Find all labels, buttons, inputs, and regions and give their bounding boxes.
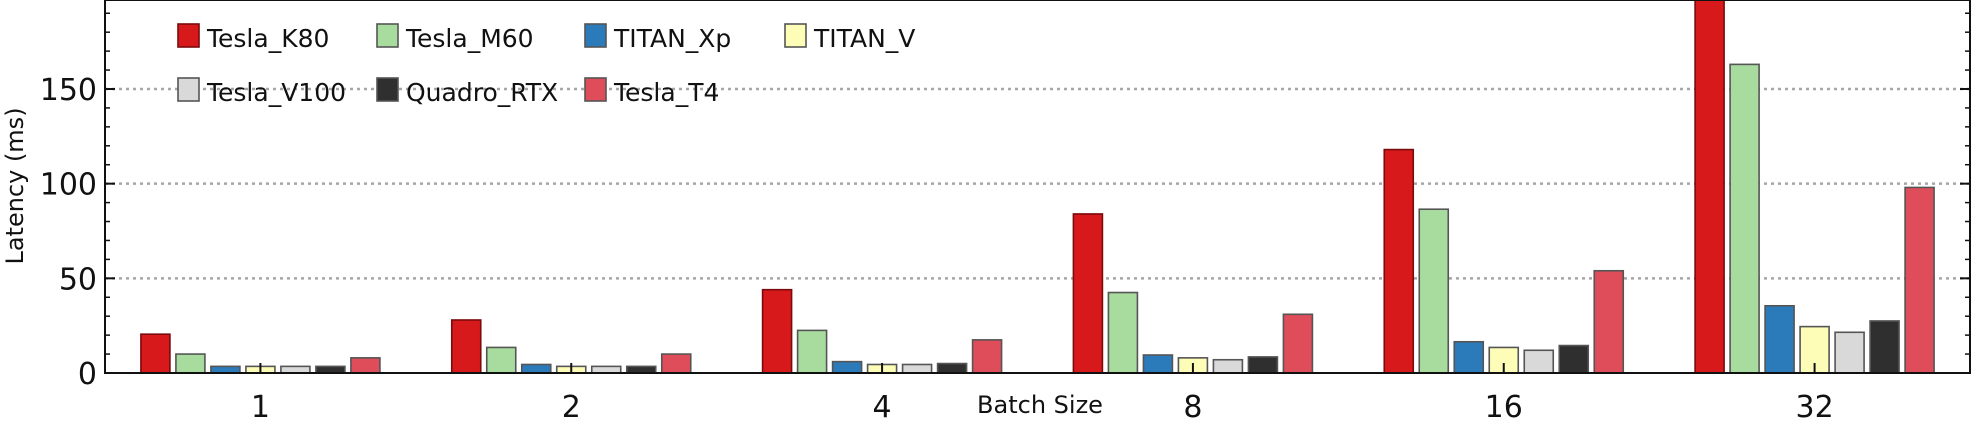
x-tick-label: 4 xyxy=(873,390,892,421)
legend: Tesla_K80 Tesla_M60 TITAN_Xp TITAN_V Tesla_V… xyxy=(177,23,915,107)
bar xyxy=(140,333,171,374)
x-axis-title: Batch Size xyxy=(977,391,1103,419)
x-tick-label: 16 xyxy=(1485,390,1523,421)
bar xyxy=(1383,148,1415,374)
x-tick-label: 8 xyxy=(1183,390,1202,421)
bar xyxy=(1694,0,1725,374)
bar xyxy=(1869,320,1900,374)
legend-label: Tesla_T4 xyxy=(613,78,719,107)
legend-label: TITAN_V xyxy=(813,24,915,53)
legend-label: Tesla_K80 xyxy=(206,24,329,53)
axes: 1 2 4 8 16 32 0 50 100 150 xyxy=(40,0,1971,425)
bar xyxy=(1558,344,1590,374)
bar xyxy=(450,319,482,374)
bar xyxy=(761,288,793,374)
bar xyxy=(1904,186,1935,374)
x-tick-label: 2 xyxy=(562,390,581,421)
legend-label: TITAN_Xp xyxy=(613,24,731,53)
y-tick-label: 0 xyxy=(78,357,97,392)
bar xyxy=(660,353,692,374)
bar xyxy=(485,346,517,374)
x-tick-label: 1 xyxy=(251,390,270,421)
legend-swatch xyxy=(376,77,399,102)
bar xyxy=(1764,304,1795,374)
grid-lines xyxy=(105,87,1970,280)
bar xyxy=(520,363,552,374)
legend-swatch xyxy=(584,77,607,102)
legend-swatch xyxy=(584,23,607,48)
bar xyxy=(901,363,933,374)
legend-swatch xyxy=(177,23,200,48)
y-tick-label: 150 xyxy=(40,73,97,108)
bar xyxy=(1107,291,1139,374)
y-tick-label: 50 xyxy=(59,262,97,297)
bar xyxy=(1834,331,1865,374)
bar xyxy=(1593,269,1625,374)
legend-swatch xyxy=(784,23,807,48)
bar xyxy=(1142,354,1174,374)
bar xyxy=(1247,356,1279,374)
bar xyxy=(831,360,863,374)
legend-swatch xyxy=(376,23,399,48)
bar xyxy=(1282,313,1314,374)
bar xyxy=(971,339,1003,374)
plot-frame xyxy=(104,0,1971,374)
bar xyxy=(175,353,206,374)
y-tick-label: 100 xyxy=(40,168,97,203)
bar xyxy=(1418,208,1450,374)
bars xyxy=(140,0,1935,374)
y-axis-title: Latency (ms) xyxy=(1,107,29,264)
bar xyxy=(1212,358,1244,374)
legend-label: Quadro_RTX xyxy=(406,78,558,107)
legend-label: Tesla_V100 xyxy=(206,78,346,107)
bar xyxy=(1453,340,1485,374)
legend-label: Tesla_M60 xyxy=(405,24,534,53)
bar xyxy=(1729,63,1760,374)
bar xyxy=(1072,213,1104,374)
bar xyxy=(350,357,381,374)
bar xyxy=(796,329,828,374)
legend-swatch xyxy=(177,77,200,102)
x-tick-label: 32 xyxy=(1795,390,1833,421)
bar xyxy=(936,362,968,374)
bar xyxy=(1523,349,1555,374)
